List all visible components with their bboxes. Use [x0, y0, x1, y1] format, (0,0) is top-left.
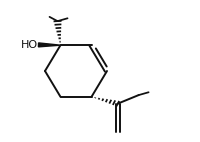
- Text: HO: HO: [20, 40, 38, 50]
- Polygon shape: [38, 43, 61, 47]
